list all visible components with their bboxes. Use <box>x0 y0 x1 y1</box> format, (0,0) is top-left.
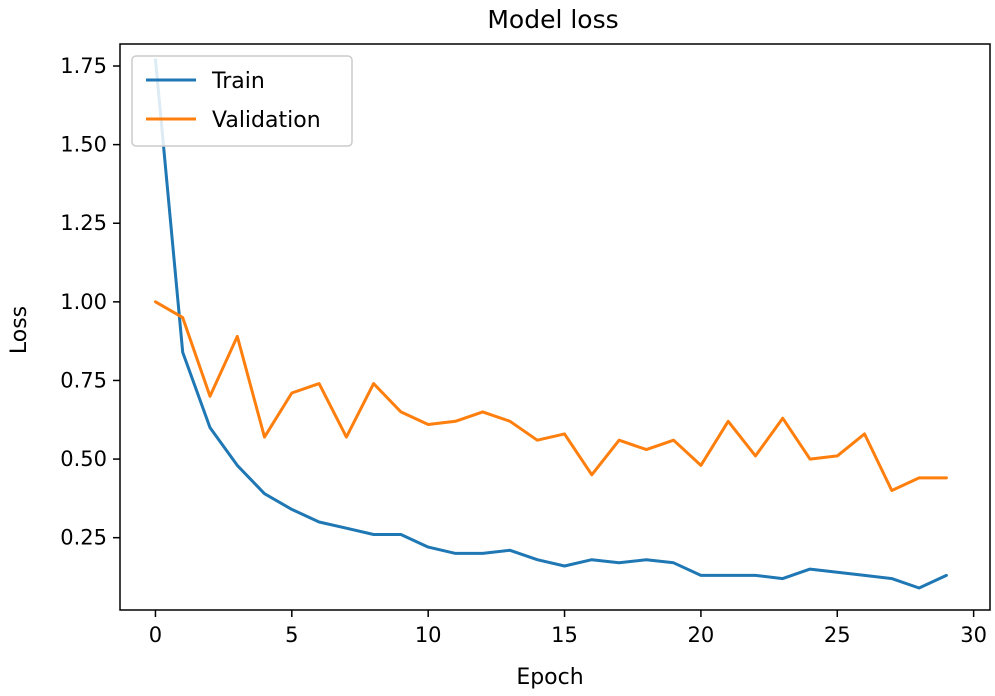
y-tick-label: 1.25 <box>60 211 107 235</box>
y-tick-label: 1.50 <box>60 133 107 157</box>
x-tick-label: 25 <box>824 623 851 647</box>
plot-frame <box>119 43 991 611</box>
series-validation-line <box>154 300 948 492</box>
x-tick-label: 10 <box>415 623 442 647</box>
y-axis-label: Loss <box>7 306 32 354</box>
y-tick-label: 0.75 <box>60 368 107 392</box>
x-tick-label: 15 <box>551 623 578 647</box>
x-tick-label: 30 <box>960 623 987 647</box>
series-layer <box>154 58 948 590</box>
x-tick-label: 0 <box>149 623 162 647</box>
y-tick-label: 1.00 <box>60 290 107 314</box>
x-tick-label: 5 <box>285 623 298 647</box>
chart-title: Model loss <box>487 5 618 34</box>
x-axis-label: Epoch <box>516 665 583 690</box>
y-tick-label: 1.75 <box>60 54 107 78</box>
series-train-line <box>154 58 948 590</box>
legend-label-train: Train <box>211 69 265 94</box>
legend: Train Validation <box>131 55 353 147</box>
ticks-layer: 0 5 10 15 20 25 30 0.25 0.50 0.75 1.00 1.25 1.50 1.75 <box>60 54 987 647</box>
legend-label-validation: Validation <box>212 108 321 133</box>
y-tick-label: 0.25 <box>60 526 107 550</box>
x-tick-label: 20 <box>688 623 715 647</box>
y-tick-label: 0.50 <box>60 447 107 471</box>
